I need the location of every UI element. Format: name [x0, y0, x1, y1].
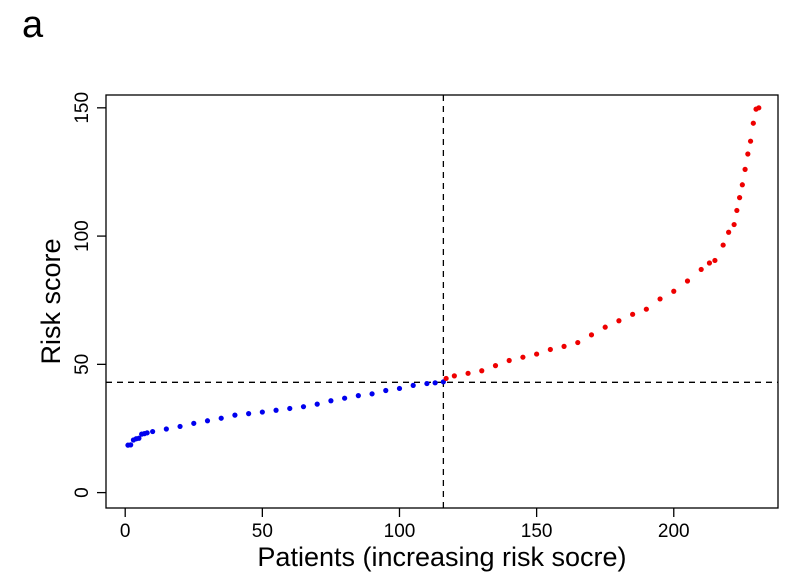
data-point	[616, 318, 622, 324]
data-point	[720, 242, 726, 248]
data-point	[342, 395, 348, 401]
x-axis-title: Patients (increasing risk socre)	[257, 542, 626, 572]
data-point	[479, 368, 485, 374]
data-point	[737, 195, 743, 201]
data-point	[745, 151, 751, 157]
data-point	[630, 311, 636, 317]
data-point	[273, 407, 279, 413]
y-tick-label: 100	[72, 220, 93, 252]
data-point	[383, 387, 389, 394]
data-point	[432, 380, 438, 386]
data-point	[671, 288, 677, 294]
data-point	[698, 266, 704, 273]
data-point	[328, 398, 334, 404]
data-point	[246, 411, 252, 417]
x-tick-label: 150	[521, 521, 553, 542]
data-point	[739, 182, 745, 188]
x-tick-label: 200	[658, 521, 690, 542]
data-point	[747, 138, 754, 144]
y-axis-title: Risk score	[36, 238, 66, 364]
data-point	[520, 354, 526, 360]
data-point	[218, 415, 224, 421]
data-point	[547, 346, 553, 353]
data-point	[561, 343, 567, 349]
y-tick-label: 50	[72, 354, 93, 375]
data-point	[163, 426, 169, 432]
data-point	[712, 257, 718, 264]
data-point	[588, 332, 595, 338]
cutoff-lines	[106, 95, 778, 508]
data-point	[443, 375, 449, 382]
data-point	[314, 401, 320, 407]
plot-frame	[105, 94, 779, 509]
data-point	[300, 404, 307, 410]
data-point	[204, 418, 211, 424]
panel-label: a	[22, 4, 44, 46]
data-points	[125, 105, 762, 448]
plot-frame-group	[105, 94, 779, 509]
data-point	[731, 221, 737, 228]
data-point	[575, 339, 581, 346]
data-point	[451, 373, 457, 379]
data-point	[424, 380, 430, 387]
data-point	[534, 351, 540, 357]
y-tick-label: 150	[72, 92, 93, 124]
y-axis: 0 50 100 150	[72, 92, 106, 498]
x-tick-label: 50	[252, 521, 273, 542]
y-tick-label: 0	[72, 487, 93, 498]
data-point	[410, 382, 416, 388]
data-point	[136, 435, 142, 441]
data-point	[742, 166, 748, 172]
data-point	[657, 296, 663, 302]
data-point	[177, 423, 183, 430]
data-point	[232, 412, 238, 418]
x-axis: 0 50 100 150 200	[120, 508, 690, 542]
data-point	[355, 393, 361, 399]
data-point	[144, 430, 150, 436]
data-point	[734, 207, 740, 214]
data-point	[492, 363, 499, 369]
data-point	[396, 385, 403, 392]
data-point	[191, 420, 197, 426]
x-tick-label: 100	[384, 521, 416, 542]
data-point	[128, 442, 134, 448]
data-point	[706, 260, 713, 266]
data-point	[150, 428, 156, 435]
data-point	[369, 391, 375, 397]
data-point	[643, 306, 649, 312]
data-point	[259, 409, 265, 415]
data-point	[506, 357, 512, 364]
data-point	[287, 405, 293, 412]
data-point	[750, 120, 756, 126]
data-point	[465, 370, 471, 376]
data-point	[726, 229, 732, 235]
data-point	[756, 105, 762, 111]
data-point	[602, 324, 608, 330]
x-tick-label: 0	[120, 521, 131, 542]
data-point	[684, 278, 691, 284]
